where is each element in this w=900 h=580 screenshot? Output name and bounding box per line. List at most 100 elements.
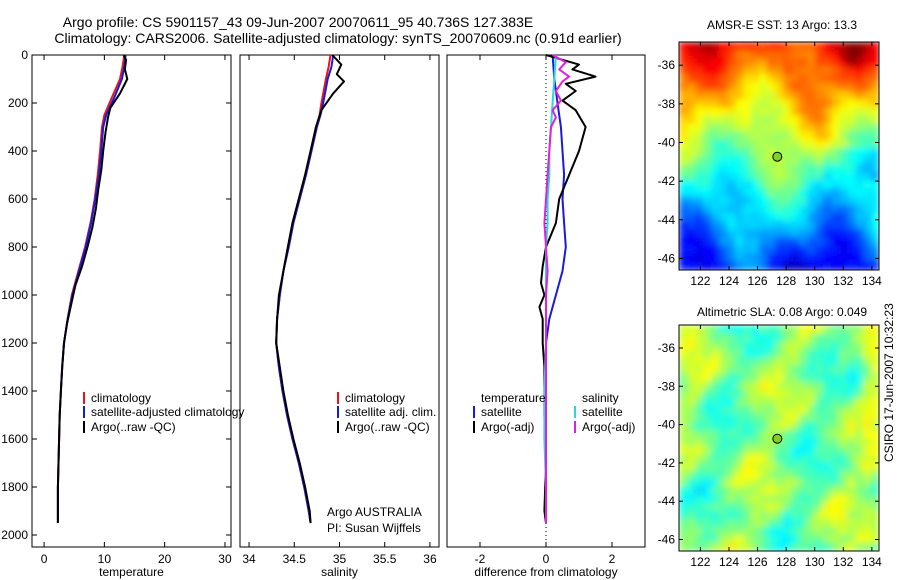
map-cell [767, 147, 776, 157]
map-cell [719, 131, 728, 141]
map-cell [719, 446, 728, 455]
map-cell [711, 526, 720, 536]
map-cell [743, 172, 752, 182]
map-cell [783, 454, 792, 463]
map-cell [695, 82, 704, 92]
map-cell [823, 438, 832, 447]
map-cell [871, 221, 879, 230]
map-cell [687, 245, 696, 255]
map-cell [687, 510, 696, 520]
map-cell [823, 115, 832, 125]
map-cell [759, 462, 768, 471]
map-cell [855, 454, 864, 463]
map-cell [839, 66, 848, 76]
map-cell [871, 462, 879, 471]
map-cell [839, 221, 848, 230]
map-cell [799, 438, 808, 447]
map-cell [847, 261, 856, 270]
map-cell [799, 510, 808, 520]
map-cell [679, 172, 688, 182]
map-cell [735, 66, 744, 76]
map-cell [695, 421, 704, 431]
map-cell [767, 357, 776, 366]
map-cell [839, 365, 848, 375]
map-cell [783, 333, 792, 342]
map-cell [807, 253, 816, 263]
map-cell [847, 502, 856, 512]
map-cell [815, 438, 824, 447]
map-cell [855, 180, 864, 190]
header-line-1: Argo profile: CS 5901157_43 09-Jun-2007 … [63, 14, 533, 30]
map-cell [783, 470, 792, 479]
map-cell [711, 99, 720, 108]
map-cell [815, 349, 824, 358]
map-cell [863, 510, 872, 520]
map-cell [855, 74, 864, 84]
map-cell [871, 365, 879, 375]
map-cell [703, 429, 712, 439]
map-cell [695, 333, 704, 342]
map-cell [751, 373, 760, 383]
map-cell [871, 196, 879, 206]
map-cell [759, 373, 768, 383]
map-cell [871, 147, 879, 157]
map-cell [751, 502, 760, 512]
map-cell [719, 99, 728, 108]
map-cell [815, 139, 824, 149]
map-cell [847, 82, 856, 92]
map-cell [679, 156, 688, 165]
map-cell [727, 147, 736, 157]
map-cell [759, 341, 768, 350]
map-cell [791, 510, 800, 520]
map-cell [767, 389, 776, 399]
map-cell [743, 478, 752, 488]
x-tick-label: 130 [805, 555, 825, 569]
map-cell [679, 90, 688, 100]
map-cell [791, 349, 800, 358]
map-cell [679, 405, 688, 415]
map-cell [759, 429, 768, 439]
map-cell [807, 333, 816, 342]
map-cell [687, 156, 696, 165]
map-cell [767, 204, 776, 214]
map-cell [847, 107, 856, 116]
map-cell [855, 526, 864, 536]
map-cell [783, 156, 792, 165]
map-cell [871, 261, 879, 270]
map-cell [863, 462, 872, 471]
map-cell [815, 534, 824, 544]
map-cell [735, 446, 744, 455]
map-cell [839, 446, 848, 455]
map-cell [807, 82, 816, 92]
map-cell [863, 42, 872, 51]
map-cell [799, 164, 808, 173]
map-cell [815, 58, 824, 68]
map-cell [783, 172, 792, 182]
map-cell [799, 381, 808, 391]
map-cell [831, 172, 840, 182]
map-cell [767, 510, 776, 520]
map-cell [783, 381, 792, 391]
map-cell [703, 245, 712, 255]
temperature-legend: climatology satellite-adjusted climatolo… [83, 391, 244, 434]
map-cell [823, 221, 832, 230]
map-cell [783, 213, 792, 222]
map-cell [807, 542, 816, 551]
map-cell [727, 478, 736, 488]
map-cell [791, 237, 800, 247]
map-cell [735, 373, 744, 383]
map-cell [775, 413, 784, 423]
map-cell [727, 421, 736, 431]
x-tick-label: 130 [805, 274, 825, 288]
map-cell [767, 66, 776, 76]
map-cell [719, 405, 728, 415]
map-cell [823, 50, 832, 59]
x-tick-label: 126 [748, 274, 768, 288]
map-cell [759, 502, 768, 512]
map-cell [759, 123, 768, 133]
map-cell [807, 429, 816, 439]
x-tick-label: 0 [543, 552, 550, 566]
map-cell [719, 381, 728, 391]
map-cell [847, 221, 856, 230]
map-cell [719, 502, 728, 512]
